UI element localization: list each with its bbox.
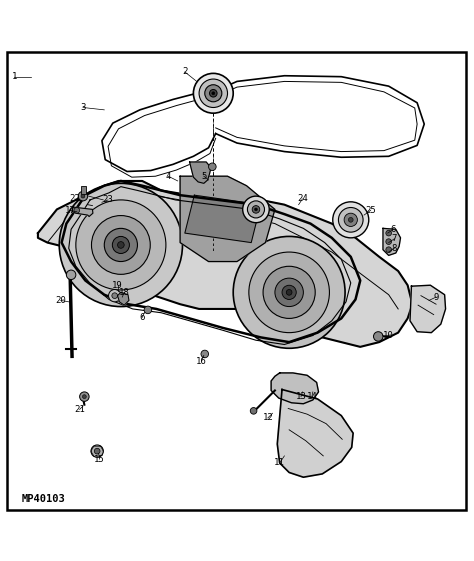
Text: 17: 17 — [65, 206, 75, 215]
Text: 18: 18 — [119, 288, 129, 297]
Polygon shape — [410, 285, 446, 333]
Bar — [81, 186, 86, 194]
Circle shape — [199, 79, 228, 108]
Text: 1: 1 — [11, 72, 17, 81]
Circle shape — [118, 242, 124, 249]
Text: 20: 20 — [55, 296, 66, 305]
Circle shape — [109, 289, 121, 302]
Circle shape — [112, 236, 129, 254]
Polygon shape — [271, 373, 319, 404]
Circle shape — [247, 201, 264, 218]
Circle shape — [112, 293, 118, 298]
Circle shape — [249, 252, 329, 333]
Circle shape — [348, 218, 353, 222]
Circle shape — [252, 206, 260, 213]
Text: 7: 7 — [392, 234, 397, 243]
Polygon shape — [38, 181, 412, 347]
Circle shape — [193, 73, 233, 113]
Polygon shape — [180, 176, 275, 261]
Text: 2: 2 — [182, 67, 188, 76]
Text: 25: 25 — [365, 206, 376, 215]
Text: 16: 16 — [196, 357, 207, 366]
Circle shape — [386, 239, 392, 245]
Circle shape — [386, 230, 392, 236]
Polygon shape — [185, 195, 261, 242]
Circle shape — [286, 289, 292, 295]
Circle shape — [344, 213, 357, 227]
Polygon shape — [383, 228, 401, 255]
Polygon shape — [277, 389, 353, 477]
Circle shape — [81, 194, 85, 198]
Text: 5: 5 — [201, 172, 207, 181]
Circle shape — [210, 89, 217, 97]
Circle shape — [212, 92, 215, 95]
Circle shape — [374, 332, 383, 341]
Circle shape — [82, 395, 86, 398]
Circle shape — [386, 247, 392, 252]
Circle shape — [91, 215, 150, 274]
Text: 21: 21 — [74, 405, 85, 414]
Circle shape — [74, 208, 80, 213]
Text: 9: 9 — [433, 293, 439, 302]
Circle shape — [104, 228, 137, 261]
Circle shape — [255, 208, 257, 211]
Text: 10: 10 — [383, 330, 394, 339]
Polygon shape — [118, 292, 129, 305]
Circle shape — [243, 196, 269, 223]
Polygon shape — [73, 207, 93, 217]
Text: 14: 14 — [307, 392, 317, 401]
Circle shape — [250, 407, 257, 414]
Text: 13: 13 — [296, 392, 306, 401]
Circle shape — [205, 85, 222, 102]
Circle shape — [78, 191, 88, 201]
Text: 15: 15 — [94, 455, 105, 464]
Circle shape — [338, 208, 363, 232]
Circle shape — [80, 392, 89, 401]
Text: 19: 19 — [112, 280, 123, 289]
Circle shape — [333, 202, 369, 238]
Text: 12: 12 — [263, 413, 273, 422]
Circle shape — [233, 236, 345, 348]
Text: 24: 24 — [297, 195, 308, 204]
Text: 23: 23 — [103, 195, 113, 204]
Circle shape — [282, 285, 296, 300]
Text: 8: 8 — [392, 244, 397, 253]
Polygon shape — [190, 162, 211, 183]
Circle shape — [94, 448, 100, 454]
Text: 11: 11 — [274, 458, 285, 467]
Text: MP40103: MP40103 — [21, 494, 65, 504]
Circle shape — [209, 163, 216, 171]
Circle shape — [66, 270, 76, 279]
Circle shape — [201, 350, 209, 358]
Circle shape — [263, 266, 315, 319]
Circle shape — [144, 306, 152, 314]
Circle shape — [275, 278, 303, 306]
Text: 6: 6 — [139, 313, 145, 322]
Text: 6: 6 — [391, 225, 396, 234]
Circle shape — [59, 183, 182, 306]
Circle shape — [91, 445, 103, 457]
Circle shape — [76, 200, 166, 290]
Text: 22: 22 — [70, 195, 80, 204]
Text: 3: 3 — [80, 103, 86, 112]
Text: 4: 4 — [165, 172, 171, 181]
